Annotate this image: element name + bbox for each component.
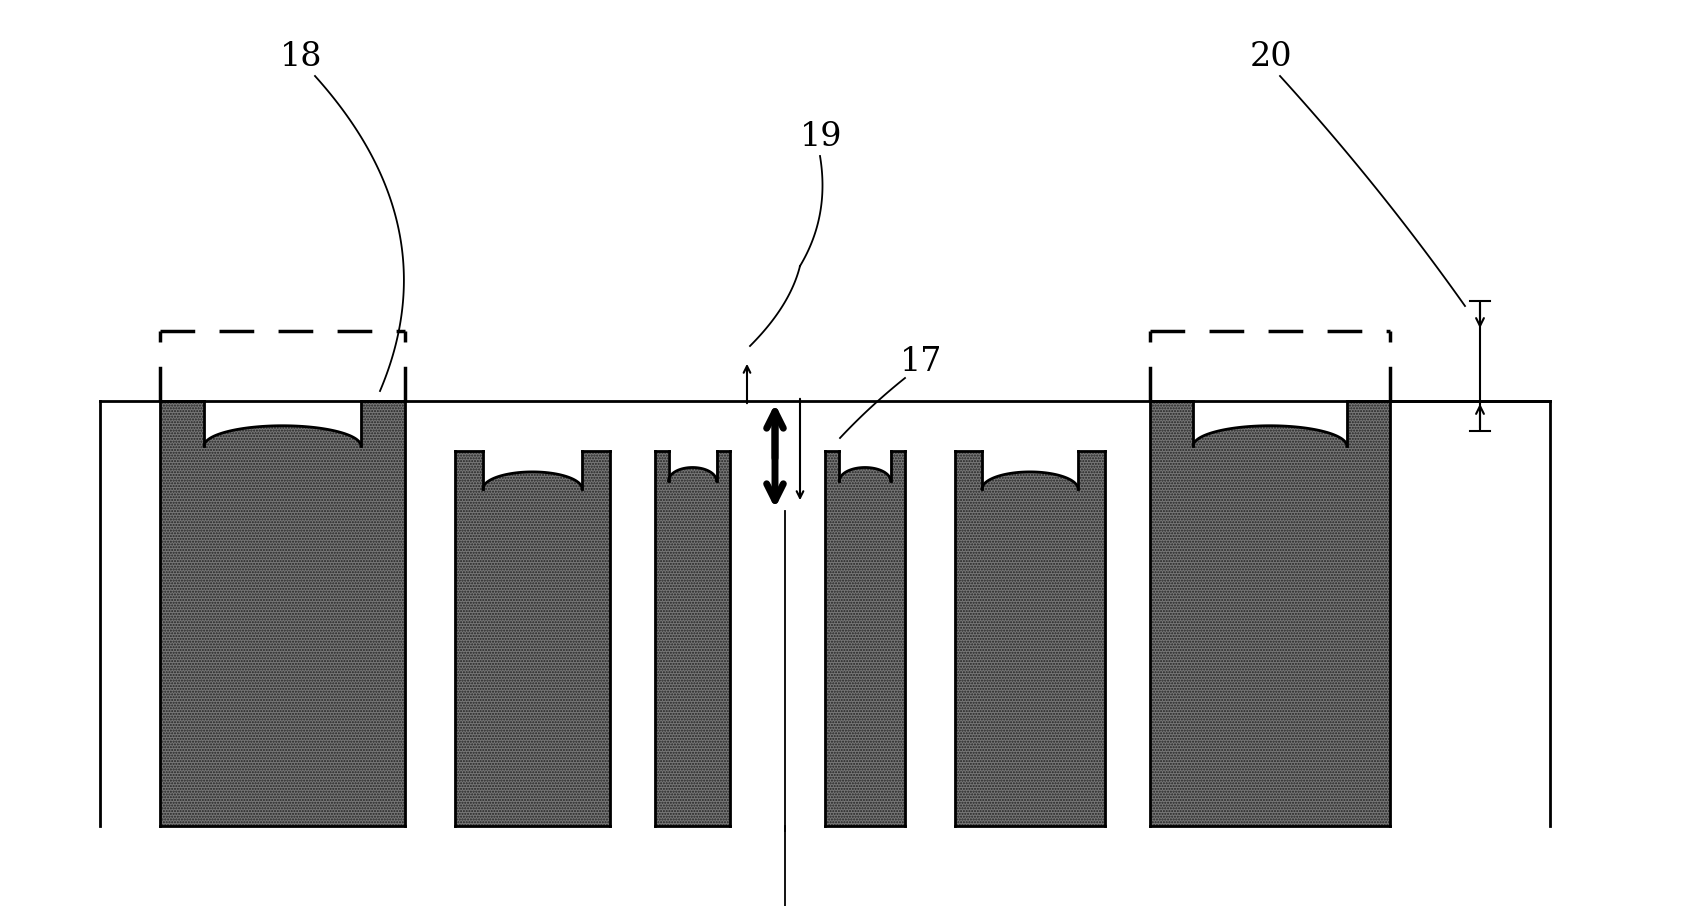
Polygon shape — [839, 451, 891, 481]
Polygon shape — [204, 401, 361, 446]
Bar — [825, 451, 905, 826]
Bar — [1150, 401, 1389, 826]
Polygon shape — [483, 451, 582, 489]
Bar — [655, 451, 729, 826]
Text: 19: 19 — [800, 121, 842, 153]
Bar — [160, 401, 405, 826]
Text: 18: 18 — [280, 41, 322, 73]
Bar — [456, 451, 609, 826]
Text: 17: 17 — [900, 346, 942, 378]
Bar — [1150, 401, 1389, 826]
Text: 20: 20 — [1251, 41, 1293, 73]
Bar — [825, 451, 905, 826]
Bar — [655, 451, 729, 826]
Bar — [456, 451, 609, 826]
Polygon shape — [1193, 401, 1347, 446]
Bar — [955, 451, 1106, 826]
Polygon shape — [668, 451, 716, 481]
Bar — [160, 401, 405, 826]
Bar — [955, 451, 1106, 826]
Polygon shape — [982, 451, 1079, 489]
